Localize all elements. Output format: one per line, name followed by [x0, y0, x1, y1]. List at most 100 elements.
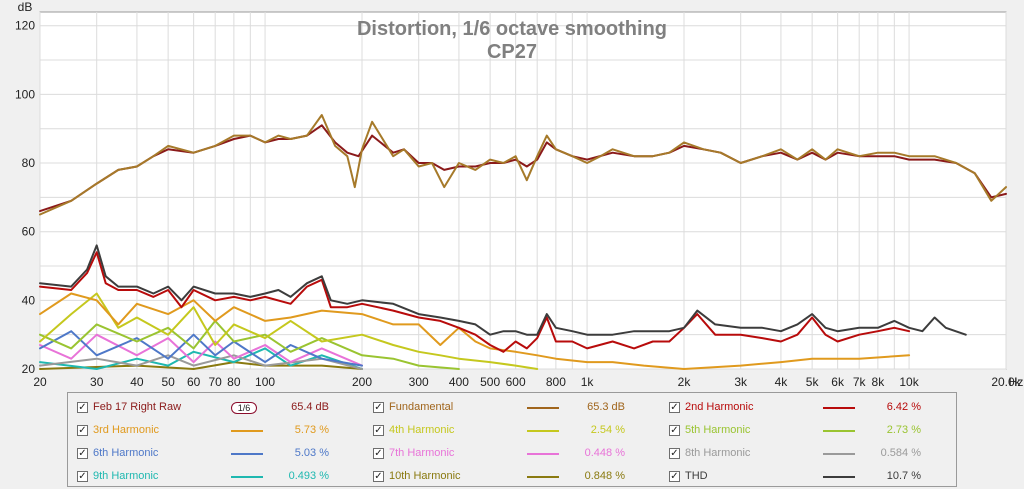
x-tick-label: 100	[255, 375, 275, 389]
legend-label: THD	[685, 470, 708, 482]
y-tick-label: 120	[15, 19, 35, 33]
legend-checkbox[interactable]: ✓	[373, 471, 384, 482]
legend-swatch	[823, 407, 855, 409]
plot-background	[39, 11, 1007, 370]
legend-value: 5.73 %	[294, 424, 329, 436]
y-tick-label: 20	[22, 362, 36, 376]
x-tick-label: 400	[449, 375, 469, 389]
series-line-8th-harmonic	[39, 354, 363, 370]
legend-item: ✓ 6th Harmonic 5.03 %	[68, 443, 364, 465]
legend-swatch	[823, 453, 855, 455]
legend-item: ✓ 10th Harmonic 0.848 %	[364, 466, 660, 488]
legend-value: 0.584 %	[880, 447, 921, 459]
legend-swatch	[231, 430, 263, 432]
legend-item: ✓ 4th Harmonic 2.54 %	[364, 420, 660, 442]
legend-value: 10.7 %	[886, 470, 921, 482]
legend-value: 0.493 %	[288, 470, 329, 482]
legend-label: 3rd Harmonic	[93, 424, 160, 436]
x-tick-label: 3k	[734, 375, 748, 389]
x-tick-label: 800	[546, 375, 566, 389]
series-line-7th-harmonic	[39, 333, 363, 367]
x-tick-label: 500	[480, 375, 500, 389]
legend-label: 5th Harmonic	[685, 424, 751, 436]
legend-item: ✓ 3rd Harmonic 5.73 %	[68, 420, 364, 442]
legend-checkbox[interactable]: ✓	[77, 448, 88, 459]
series-line-feb-17-right-raw	[39, 114, 1007, 216]
x-tick-label: 40	[130, 375, 144, 389]
legend-label: 7th Harmonic	[389, 447, 455, 459]
legend-item: ✓ Feb 17 Right Raw 1/6 65.4 dB	[68, 397, 364, 419]
series-line-thd	[39, 244, 967, 336]
legend-item: ✓ 8th Harmonic 0.584 %	[660, 443, 956, 465]
smoothing-badge[interactable]: 1/6	[231, 402, 257, 414]
x-tick-label: 20	[33, 375, 47, 389]
legend-value: 65.3 dB	[587, 401, 625, 413]
x-tick-label: 6k	[831, 375, 845, 389]
series-line-6th-harmonic	[39, 330, 363, 367]
legend-label: 4th Harmonic	[389, 424, 455, 436]
x-tick-label: 1k	[581, 375, 595, 389]
legend-item: ✓ THD 10.7 %	[660, 466, 956, 488]
legend-checkbox[interactable]: ✓	[669, 402, 680, 413]
legend-value: 6.42 %	[886, 401, 921, 413]
x-tick-labels: 20 30 40 50 60 70 80 100 200 300 400 500 600 800 1k 2k 3…	[33, 375, 1021, 389]
legend-checkbox[interactable]: ✓	[373, 425, 384, 436]
legend-swatch	[527, 476, 559, 478]
legend-value: 65.4 dB	[291, 401, 329, 413]
legend-swatch	[527, 407, 559, 409]
x-tick-label: 30	[90, 375, 104, 389]
legend-item: ✓ 9th Harmonic 0.493 %	[68, 466, 364, 488]
series-line-5th-harmonic	[39, 319, 460, 370]
legend-label: 8th Harmonic	[685, 447, 751, 459]
x-tick-label: 2k	[678, 375, 692, 389]
x-axis-unit: Hz	[1009, 375, 1024, 389]
legend-panel: ✓ Feb 17 Right Raw 1/6 65.4 dB ✓ Fundamental 6…	[67, 392, 957, 487]
legend-label: 10th Harmonic	[389, 470, 461, 482]
legend-swatch	[231, 476, 263, 478]
legend-value: 0.848 %	[584, 470, 625, 482]
legend-label: Fundamental	[389, 401, 454, 413]
series-line-4th-harmonic	[39, 292, 539, 370]
x-tick-label: 20.0k	[991, 375, 1021, 389]
legend-checkbox[interactable]: ✓	[373, 402, 384, 413]
legend-swatch	[231, 453, 263, 455]
y-axis-label: dB	[18, 0, 33, 14]
legend-checkbox[interactable]: ✓	[77, 402, 88, 413]
legend-item: ✓ 5th Harmonic 2.73 %	[660, 420, 956, 442]
y-tick-label: 60	[22, 225, 36, 239]
x-tick-label: 200	[352, 375, 372, 389]
legend-checkbox[interactable]: ✓	[669, 448, 680, 459]
series-lines	[39, 114, 1007, 370]
y-tick-label: 40	[22, 293, 36, 307]
grid	[39, 12, 1007, 370]
x-tick-label: 50	[161, 375, 175, 389]
legend-label: 2nd Harmonic	[685, 401, 754, 413]
legend-swatch	[527, 430, 559, 432]
legend-swatch	[823, 476, 855, 478]
legend-checkbox[interactable]: ✓	[373, 448, 384, 459]
legend-checkbox[interactable]: ✓	[669, 471, 680, 482]
legend-label: 6th Harmonic	[93, 447, 159, 459]
legend-value: 0.448 %	[584, 447, 625, 459]
y-tick-labels: 120 100 80 60 40 20	[15, 19, 35, 376]
legend-checkbox[interactable]: ✓	[77, 425, 88, 436]
legend-value: 2.54 %	[590, 424, 625, 436]
legend-label: 9th Harmonic	[93, 470, 159, 482]
legend-label: Feb 17 Right Raw	[93, 401, 182, 413]
legend-value: 2.73 %	[886, 424, 921, 436]
x-tick-label: 10k	[899, 375, 919, 389]
series-line-3rd-harmonic	[39, 292, 911, 370]
x-tick-label: 8k	[872, 375, 886, 389]
legend-checkbox[interactable]: ✓	[669, 425, 680, 436]
x-tick-label: 60	[187, 375, 201, 389]
legend-swatch	[527, 453, 559, 455]
x-tick-label: 5k	[806, 375, 820, 389]
x-tick-label: 4k	[775, 375, 789, 389]
y-tick-label: 100	[15, 87, 35, 101]
series-line-2nd-harmonic	[39, 251, 911, 353]
legend-item: ✓ 7th Harmonic 0.448 %	[364, 443, 660, 465]
y-tick-label: 80	[22, 156, 36, 170]
x-tick-label: 300	[409, 375, 429, 389]
legend-checkbox[interactable]: ✓	[77, 471, 88, 482]
chart-subtitle: CP27	[487, 41, 537, 63]
